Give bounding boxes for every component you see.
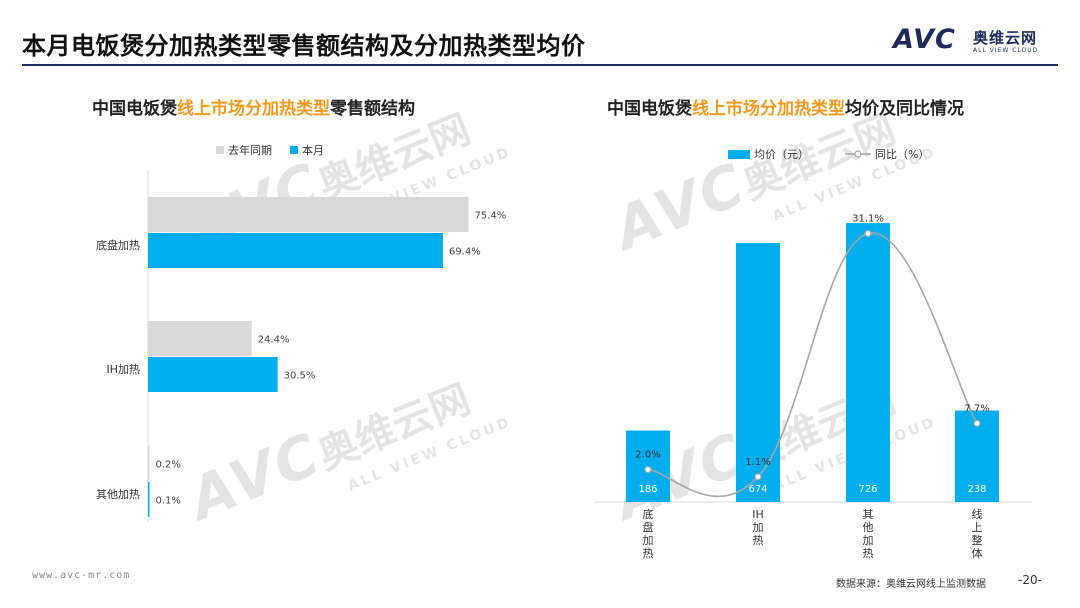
left-legend: 去年同期 本月 — [216, 142, 342, 158]
legend-line-yoy-icon — [845, 150, 871, 158]
category-label: IH加热 — [106, 363, 140, 376]
left-title-highlight: 线上市场分加热类型 — [177, 99, 330, 119]
yoy-value-label: 1.1% — [745, 457, 770, 468]
legend-swatch-avg-price — [728, 149, 750, 159]
legend-swatch-current — [290, 146, 298, 154]
right-legend: 均价（元） 同比（%） — [728, 146, 947, 162]
category-label: 线上整体 — [972, 507, 983, 560]
left-title-suffix: 零售额结构 — [330, 99, 415, 119]
legend-label-avg-price: 均价（元） — [754, 148, 809, 161]
category-label-line: 体 — [972, 546, 983, 560]
right-title-suffix: 均价及同比情况 — [845, 99, 964, 119]
legend-item-avg-price: 均价（元） — [728, 146, 809, 162]
category-label: 其他加热 — [863, 508, 874, 560]
category-label: 其他加热 — [96, 488, 140, 501]
bar-last-year — [148, 197, 469, 232]
yoy-value-label: 2.0% — [635, 450, 660, 461]
footer-url: www.avc-mr.com — [32, 570, 131, 581]
category-label-line: 热 — [863, 547, 874, 560]
left-bar-chart: 底盘加热 75.4% 69.4% IH加热 24.4% 30.5% 其他加热 0.2% 0.1% — [96, 170, 506, 522]
data-label: 24.4% — [258, 335, 290, 346]
logo-mark: AVC — [893, 24, 956, 55]
category-label-line: IH — [752, 508, 764, 521]
page-title: 本月电饭煲分加热类型零售额结构及分加热类型均价 — [22, 32, 586, 60]
yoy-point — [864, 229, 872, 238]
right-chart-title: 中国电饭煲线上市场分加热类型均价及同比情况 — [607, 94, 964, 119]
data-source: 数据来源：奥维云网线上监测数据 — [836, 579, 986, 590]
data-label: 0.1% — [156, 496, 181, 507]
legend-label-current: 本月 — [302, 144, 324, 157]
bar-value-label: 238 — [967, 484, 986, 495]
avc-logo: AVC 奥维云网 ALL VIEW CLOUD — [893, 24, 1063, 58]
bar-current — [148, 482, 150, 517]
yoy-point — [644, 465, 652, 474]
category-label-line: 底 — [643, 507, 654, 521]
bar-value-label: 186 — [638, 484, 657, 495]
logo-english: ALL VIEW CLOUD — [973, 47, 1039, 54]
bar-avg-price — [846, 223, 890, 502]
category-label-line: 盘 — [643, 520, 654, 534]
yoy-line — [647, 232, 978, 498]
legend-label-last-year: 去年同期 — [228, 144, 272, 157]
bar-value-label: 674 — [748, 484, 767, 495]
right-title-prefix: 中国电饭煲 — [607, 99, 692, 119]
category-label-line: 热 — [643, 547, 654, 560]
data-label: 69.4% — [449, 247, 481, 258]
bar-avg-price — [736, 243, 780, 502]
data-label: 0.2% — [156, 460, 181, 471]
category-label: 底盘加热 — [643, 507, 654, 560]
right-title-highlight: 线上市场分加热类型 — [692, 99, 845, 119]
category-label-line: 上 — [972, 521, 983, 534]
data-label: 75.4% — [474, 211, 506, 222]
category-label-line: 加 — [753, 521, 764, 534]
left-chart-title: 中国电饭煲线上市场分加热类型零售额结构 — [92, 94, 415, 119]
category-label-line: 整 — [972, 533, 983, 547]
legend-item-current: 本月 — [290, 142, 324, 158]
legend-label-yoy: 同比（%） — [875, 148, 930, 161]
bar-current — [148, 357, 278, 392]
legend-swatch-last-year — [216, 146, 224, 154]
logo-chinese: 奥维云网 — [973, 29, 1038, 47]
left-title-prefix: 中国电饭煲 — [92, 99, 177, 119]
bar-value-label: 726 — [858, 484, 877, 495]
category-label-line: 其 — [863, 508, 874, 521]
category-label-line: 加 — [863, 534, 874, 547]
category-label-line: 热 — [753, 534, 764, 547]
bar-current — [148, 233, 443, 268]
header-rule — [22, 64, 1058, 66]
category-label-line: 加 — [643, 534, 654, 547]
bar-last-year — [148, 446, 150, 481]
category-label-line: 线 — [972, 507, 983, 521]
legend-item-yoy: 同比（%） — [845, 146, 929, 162]
page-number: -20- — [1018, 573, 1042, 587]
category-label: 底盘加热 — [96, 238, 140, 252]
yoy-value-label: 31.1% — [852, 214, 884, 225]
bar-last-year — [148, 321, 252, 356]
yoy-point — [754, 473, 762, 481]
category-label-line: 他 — [863, 521, 874, 534]
yoy-value-label: 7.7% — [964, 403, 989, 414]
yoy-point — [973, 419, 981, 427]
data-label: 30.5% — [284, 371, 316, 382]
legend-item-last-year: 去年同期 — [216, 142, 272, 158]
